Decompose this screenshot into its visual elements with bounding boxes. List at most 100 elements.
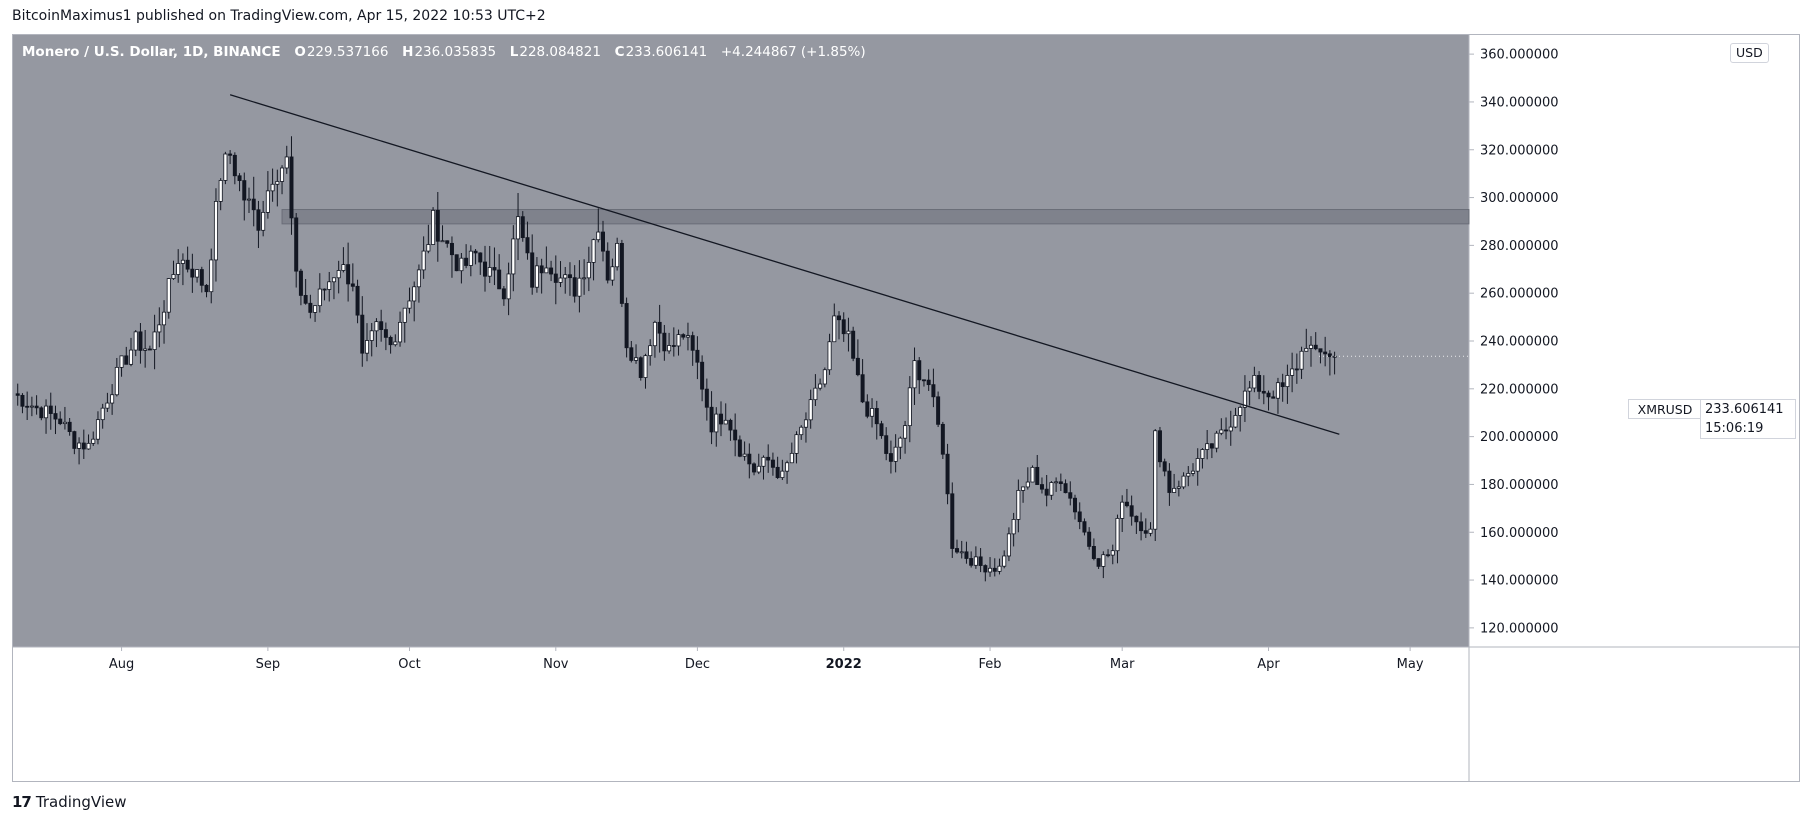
candle-up [907,387,912,427]
candle-down [733,429,738,441]
candle-up [634,357,639,361]
candle-down [237,175,242,181]
candle-up [803,419,808,428]
candle-down [1106,554,1111,557]
candle-down [969,558,974,566]
candlestick-chart[interactable]: 120.000000 140.000000 160.000000 180.000000… [13,35,1799,781]
candle-up [1252,374,1257,389]
candle-down [737,439,742,457]
x-tick-label: May [1397,657,1424,672]
candle-down [289,156,294,219]
legend-open: 229.537166 [306,44,389,60]
candle-up [808,399,813,421]
candle-down [497,269,502,290]
candle-down [435,209,440,242]
candle-down [1157,430,1162,463]
candle-down [1313,344,1318,350]
candle-down [1318,348,1323,353]
candle-down [190,268,195,278]
candle-up [1290,368,1295,376]
candle-down [1139,521,1144,532]
candle-up [270,183,275,192]
candle-up [596,231,601,241]
candle-down [379,321,384,331]
candle-down [294,217,299,272]
candle-up [100,407,105,421]
candle-down [704,388,709,408]
candle-up [1205,443,1210,450]
candle-up [275,181,280,185]
candle-down [1327,353,1332,358]
candle-up [1228,426,1233,432]
candle-down [298,270,303,296]
legend-low-label: L [509,44,519,60]
candle-up [171,274,176,279]
candle-up [1191,470,1196,474]
candle-up [105,402,110,409]
candle-up [785,462,790,472]
legend-symbol: Monero / U.S. Dollar, 1D, BINANCE [22,44,281,60]
candle-down [350,283,355,287]
candle-up [487,267,492,277]
candle-up [832,315,837,343]
y-tick-label: 320.000000 [1480,143,1559,158]
tradingview-brand[interactable]: 17 TradingView [12,793,127,811]
candle-down [955,548,960,553]
candle-up [416,269,421,288]
candle-up [265,190,270,213]
candle-up [440,240,445,243]
y-tick-label: 160.000000 [1480,526,1559,541]
candle-up [1275,382,1280,399]
candle-down [449,242,454,256]
candle-up [591,239,596,263]
ohlc-legend: Monero / U.S. Dollar, 1D, BINANCE O229.5… [22,44,875,60]
candle-up [534,265,539,288]
candle-down [473,250,478,254]
legend-high-label: H [402,44,414,60]
candle-up [209,259,214,293]
candle-up [261,211,266,231]
candle-up [577,277,582,297]
descending-trendline [229,94,1340,435]
candle-up [1101,554,1106,567]
candle-up [558,277,563,283]
candle-up [459,257,464,272]
candle-down [931,384,936,398]
candle-up [1021,486,1026,491]
candle-down [619,242,624,304]
candle-up [723,419,728,425]
candle-down [388,336,393,346]
x-tick-label: Feb [979,657,1002,672]
candle-up [412,286,417,302]
candle-up [643,355,648,378]
candle-up [789,452,794,464]
x-tick-label: Dec [685,657,710,672]
y-tick-label: 280.000000 [1480,239,1559,254]
candle-up [615,242,620,268]
candle-down [1039,484,1044,490]
candle-up [1120,501,1125,519]
candle-up [1006,533,1011,557]
candle-down [482,261,487,277]
tradingview-brand-label: TradingView [35,793,127,811]
currency-badge[interactable]: USD [1730,43,1769,63]
candle-up [195,269,200,278]
candle-down [138,331,143,351]
legend-high: 236.035835 [414,44,497,60]
candle-up [402,307,407,323]
candle-up [374,321,379,332]
candle-down [601,231,606,252]
x-tick-label: Sep [256,657,281,672]
candle-up [95,419,100,440]
candle-down [15,393,20,396]
candle-down [1129,505,1134,517]
candle-up [1242,390,1247,408]
candle-down [20,394,25,407]
candle-down [58,418,63,425]
candle-down [1073,497,1078,513]
candle-up [1332,355,1337,358]
x-tick-label: 2022 [826,657,862,672]
candle-up [997,565,1002,572]
candle-down [204,284,209,293]
candle-up [398,321,403,343]
